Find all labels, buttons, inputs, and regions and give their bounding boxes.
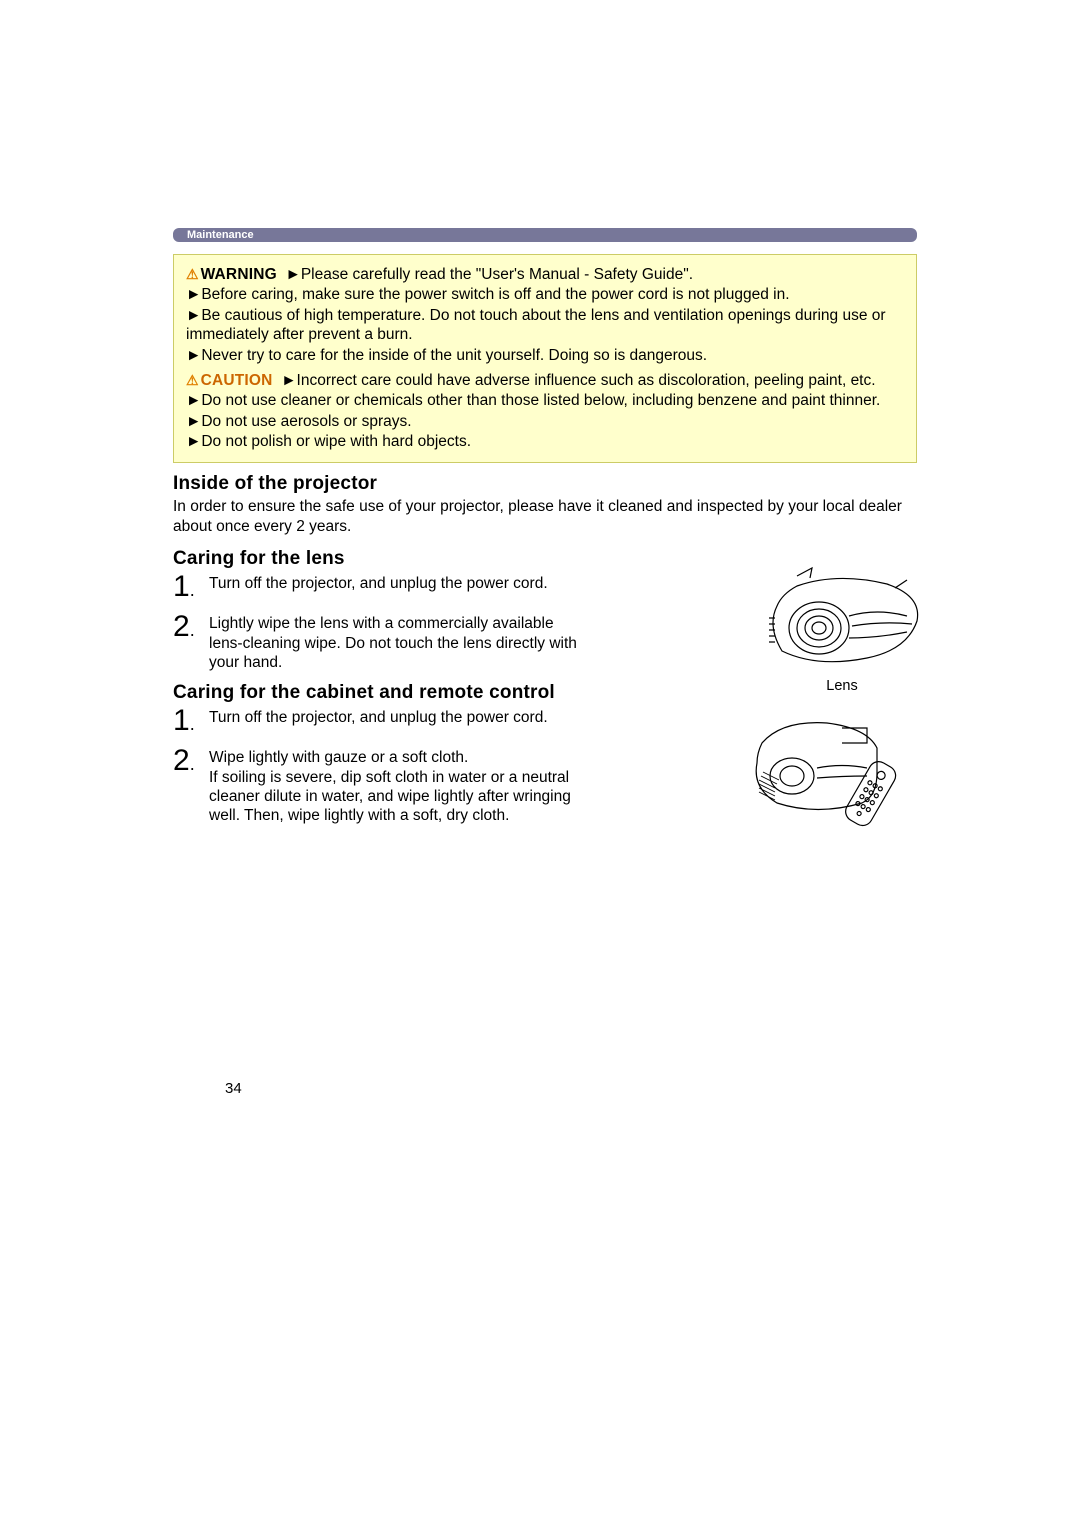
section-header-label: Maintenance xyxy=(187,228,254,242)
cabinet-step-2a: Wipe lightly with gauze or a soft cloth.… xyxy=(209,749,571,824)
arrow-icon: ► xyxy=(186,285,201,304)
lens-step-1: 1. Turn off the projector, and unplug th… xyxy=(173,572,583,602)
warning-line-3: Never try to care for the inside of the … xyxy=(201,347,707,364)
projector-remote-icon xyxy=(747,708,927,828)
step-number: 2. xyxy=(173,746,209,776)
lens-step-1-text: Turn off the projector, and unplug the p… xyxy=(209,572,583,593)
warning-line-0: Please carefully read the "User's Manual… xyxy=(301,266,693,283)
arrow-icon: ► xyxy=(281,371,296,390)
cabinet-step-2: 2. Wipe lightly with gauze or a soft clo… xyxy=(173,746,593,826)
warning-triangle-icon: ⚠ xyxy=(186,266,199,284)
cabinet-step-2-text: Wipe lightly with gauze or a soft cloth.… xyxy=(209,746,593,826)
warning-line-1: Before caring, make sure the power switc… xyxy=(201,286,789,303)
heading-inside-projector: Inside of the projector xyxy=(173,473,917,495)
warning-label: WARNING xyxy=(201,266,277,283)
caution-line-0: Incorrect care could have adverse influe… xyxy=(297,372,876,389)
cabinet-step-1-text: Turn off the projector, and unplug the p… xyxy=(209,706,593,727)
figure-lens-caption: Lens xyxy=(757,678,927,694)
caution-triangle-icon: ⚠ xyxy=(186,372,199,390)
figure-cabinet-remote xyxy=(747,708,927,833)
figure-lens: Lens xyxy=(757,566,927,694)
warning-caution-callout: ⚠WARNING ►Please carefully read the "Use… xyxy=(173,254,917,463)
caution-label: CAUTION xyxy=(201,372,273,389)
page-number: 34 xyxy=(225,1080,242,1097)
caution-line-2: Do not use aerosols or sprays. xyxy=(201,413,411,430)
caution-line-1: Do not use cleaner or chemicals other th… xyxy=(201,392,880,409)
step-number: 1. xyxy=(173,706,209,736)
arrow-icon: ► xyxy=(186,412,201,431)
step-number: 1. xyxy=(173,572,209,602)
cabinet-step-1: 1. Turn off the projector, and unplug th… xyxy=(173,706,593,736)
lens-step-2-text: Lightly wipe the lens with a commerciall… xyxy=(209,612,583,672)
arrow-icon: ► xyxy=(286,265,301,284)
projector-lens-icon xyxy=(757,566,927,671)
arrow-icon: ► xyxy=(186,346,201,365)
section-header-bar: Maintenance xyxy=(173,228,917,242)
caution-line-3: Do not polish or wipe with hard objects. xyxy=(201,433,471,450)
arrow-icon: ► xyxy=(186,391,201,410)
warning-line-2: Be cautious of high temperature. Do not … xyxy=(186,307,886,343)
lens-step-2: 2. Lightly wipe the lens with a commerci… xyxy=(173,612,583,672)
arrow-icon: ► xyxy=(186,306,201,325)
arrow-icon: ► xyxy=(186,432,201,451)
step-number: 2. xyxy=(173,612,209,642)
body-inside-projector: In order to ensure the safe use of your … xyxy=(173,497,917,536)
